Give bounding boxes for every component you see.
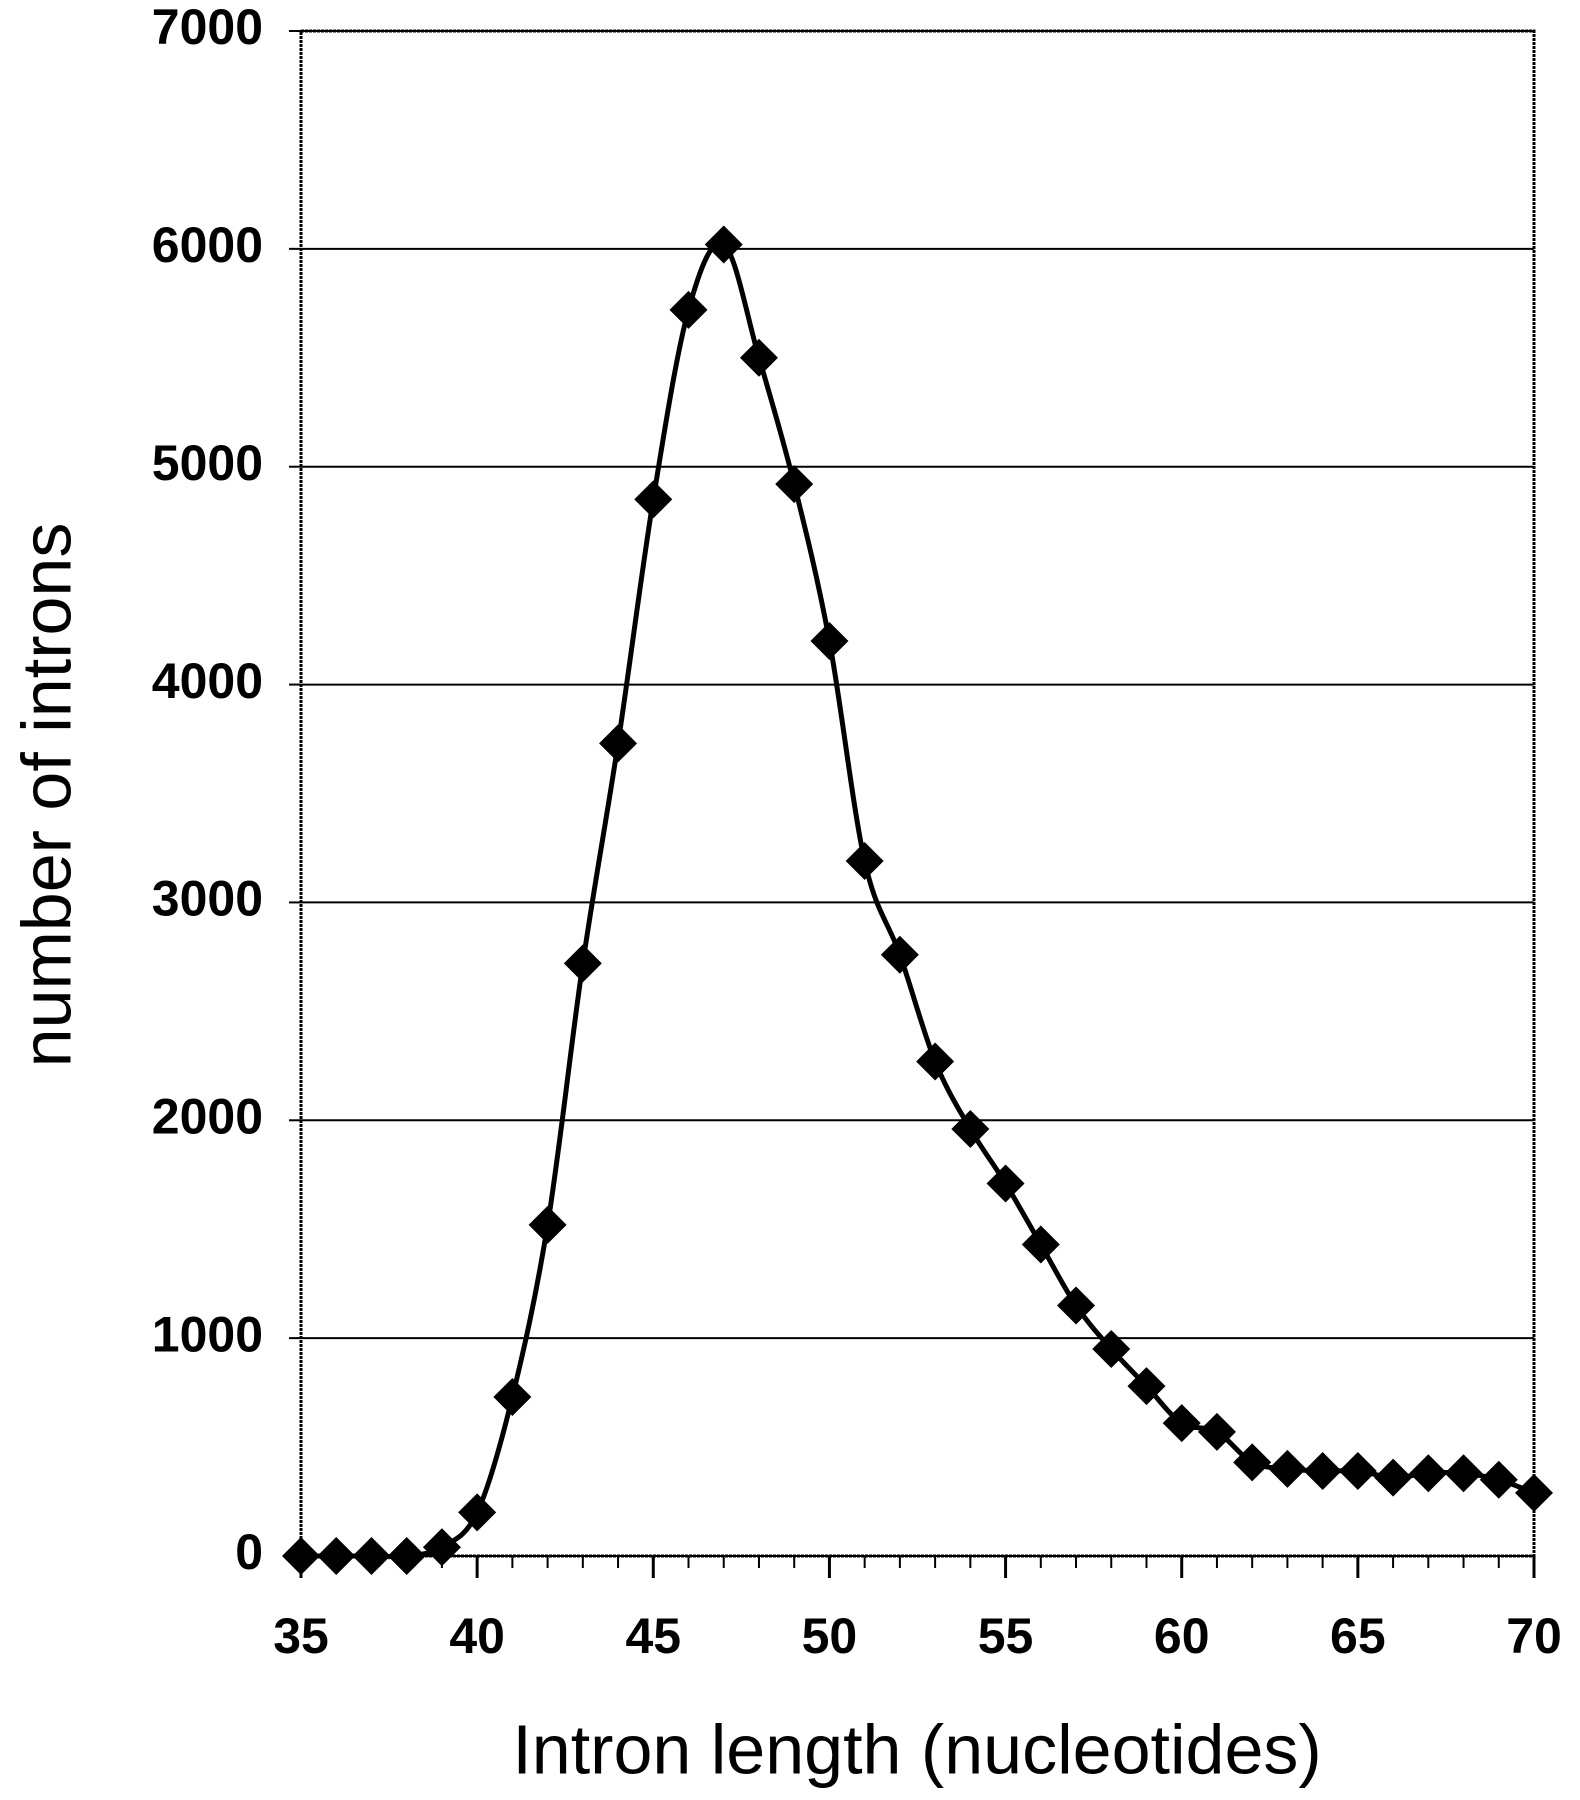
data-point	[352, 1537, 391, 1575]
data-point	[1268, 1449, 1307, 1488]
x-tick-label: 55	[978, 1608, 1034, 1664]
data-point	[704, 225, 743, 264]
data-point	[845, 842, 884, 881]
data-point	[1021, 1225, 1060, 1264]
data-point	[1409, 1454, 1448, 1493]
data-point	[422, 1528, 461, 1567]
data-point	[1338, 1452, 1377, 1491]
x-tick-label: 40	[449, 1608, 505, 1664]
data-point	[1057, 1286, 1096, 1325]
data-point	[1127, 1367, 1166, 1406]
data-point	[317, 1537, 356, 1575]
data-point	[634, 480, 673, 519]
data-point	[387, 1537, 426, 1575]
plot-frame	[299, 29, 1536, 1558]
x-tick-label: 70	[1506, 1608, 1562, 1664]
data-point	[916, 1042, 955, 1081]
data-point	[1374, 1458, 1413, 1497]
data-point	[986, 1164, 1025, 1203]
data-point	[563, 944, 602, 983]
data-point	[458, 1493, 497, 1532]
data-point	[739, 338, 778, 377]
data-point	[810, 622, 849, 660]
data-point	[1303, 1452, 1342, 1491]
x-axis-title: Intron length (nucleotides)	[512, 1710, 1321, 1788]
data-point	[951, 1110, 990, 1148]
data-point	[493, 1377, 532, 1416]
y-tick-label: 3000	[152, 871, 263, 927]
data-point	[1233, 1443, 1272, 1482]
x-tick-label: 45	[625, 1608, 681, 1664]
data-point	[1515, 1473, 1553, 1512]
y-tick-label: 0	[235, 1524, 263, 1580]
data-point	[599, 724, 638, 763]
x-tick-label: 65	[1330, 1608, 1386, 1664]
x-tick-label: 35	[273, 1608, 329, 1664]
x-tick-label: 60	[1154, 1608, 1210, 1664]
data-point	[1479, 1460, 1518, 1499]
data-point	[669, 290, 708, 329]
data-line	[301, 240, 1535, 1560]
data-point	[282, 1537, 320, 1575]
x-tick-label: 50	[802, 1608, 858, 1664]
data-point	[528, 1205, 567, 1244]
y-tick-label: 2000	[152, 1088, 263, 1144]
data-point	[1444, 1454, 1483, 1493]
y-tick-label: 5000	[152, 435, 263, 491]
data-point	[1197, 1412, 1236, 1451]
data-point	[1162, 1404, 1201, 1443]
y-tick-label: 1000	[152, 1306, 263, 1362]
y-tick-label: 7000	[152, 0, 263, 55]
data-point	[775, 465, 814, 504]
y-tick-label: 6000	[152, 217, 263, 273]
y-tick-label: 4000	[152, 653, 263, 709]
data-point	[880, 935, 919, 974]
data-point	[1092, 1330, 1131, 1369]
y-axis-title: number of introns	[7, 523, 85, 1068]
